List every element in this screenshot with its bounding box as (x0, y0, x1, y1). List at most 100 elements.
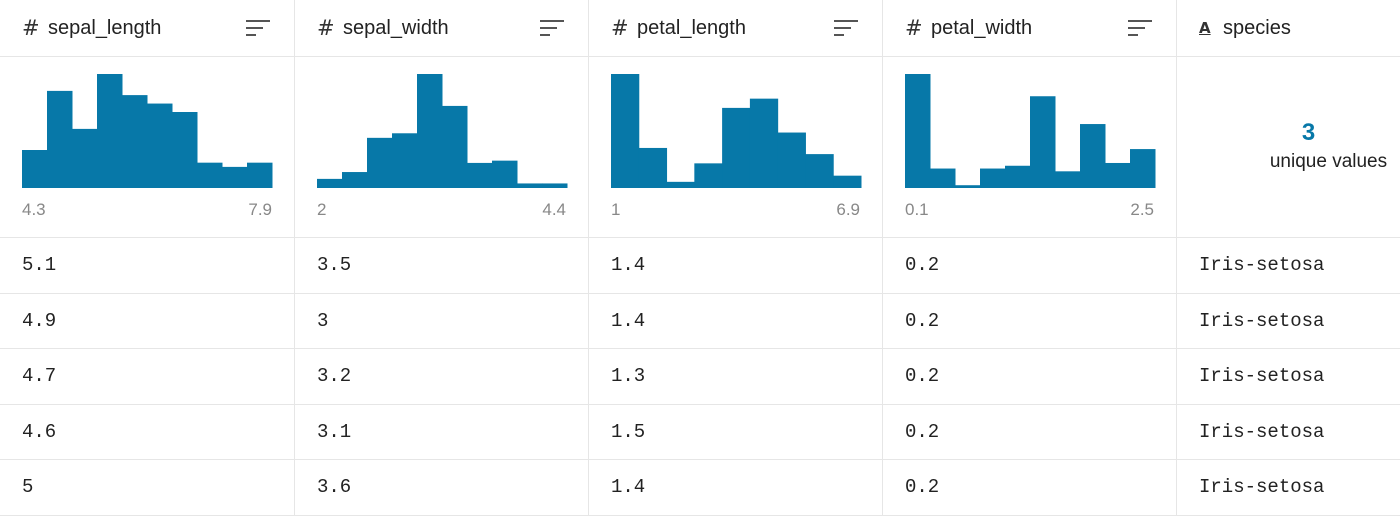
histogram-bar (222, 166, 248, 188)
histogram-bar (1005, 165, 1031, 188)
column-name: species (1223, 16, 1291, 39)
table-cell[interactable]: 1.4 (589, 293, 883, 348)
column-name: petal_length (637, 16, 746, 39)
table-cell[interactable]: 5 (0, 460, 295, 515)
histogram-bar (97, 74, 123, 188)
table-cell[interactable]: 3.6 (295, 460, 589, 515)
histogram-bar (517, 183, 543, 188)
text-type-icon: A (1199, 19, 1211, 37)
table-cell[interactable]: 3.5 (295, 238, 589, 293)
table-cell[interactable]: Iris-setosa (1199, 309, 1325, 332)
sort-icon[interactable] (1128, 20, 1152, 38)
numeric-type-icon: # (611, 16, 629, 40)
column-name: petal_width (931, 16, 1033, 39)
histogram-min-label: 0.1 (905, 200, 929, 219)
histogram-bar (22, 150, 48, 188)
sort-icon[interactable] (834, 20, 858, 38)
histogram-sepal-length: 4.3 7.9 (0, 57, 295, 237)
table-row[interactable]: 4.6 3.1 1.5 0.2 Iris-setosa (0, 404, 1400, 460)
column-name: sepal_length (48, 16, 162, 39)
histogram-bar (147, 103, 173, 188)
column-header-species[interactable]: A species (1177, 0, 1400, 56)
histogram-bar (805, 154, 834, 188)
table-cell[interactable]: 0.2 (883, 460, 1177, 515)
table-cell[interactable]: 3.1 (295, 404, 589, 459)
column-header-petal-width[interactable]: # petal_width (883, 0, 1177, 56)
histogram-max-label: 6.9 (836, 200, 860, 219)
table-cell[interactable]: 0.2 (883, 404, 1177, 459)
table-cell[interactable]: 4.6 (0, 404, 295, 459)
table-cell[interactable]: 0.2 (883, 349, 1177, 404)
histogram-bar (72, 128, 98, 188)
histogram-max-label: 2.5 (1130, 200, 1154, 219)
histogram-bar (833, 175, 862, 188)
histogram-bar (722, 107, 751, 188)
histogram-chart (317, 74, 568, 188)
histogram-bar (638, 147, 668, 188)
histogram-bar (197, 162, 223, 188)
table-row[interactable]: 4.7 3.2 1.3 0.2 Iris-setosa (0, 349, 1400, 405)
histogram-chart (611, 74, 862, 188)
column-header-petal-length[interactable]: # petal_length (589, 0, 883, 56)
histogram-bar (392, 133, 418, 188)
numeric-type-icon: # (22, 16, 40, 40)
histogram-bar (666, 181, 695, 188)
histogram-bar (172, 112, 198, 188)
table-cell[interactable]: 1.4 (589, 238, 883, 293)
histogram-max-label: 7.9 (248, 200, 272, 219)
table-row[interactable]: 4.9 3 1.4 0.2 Iris-setosa (0, 293, 1400, 349)
unique-values-box: 3 unique values (1177, 119, 1400, 173)
table-cell[interactable]: 4.7 (0, 349, 295, 404)
table-cell[interactable]: 1.5 (589, 404, 883, 459)
histogram-bar (611, 74, 640, 188)
histogram-bar (905, 74, 931, 188)
table-row[interactable]: 5 3.6 1.4 0.2 Iris-setosa (0, 460, 1400, 516)
table-header: # sepal_length # sepal_width # petal_len… (0, 0, 1400, 57)
histogram-min-label: 4.3 (22, 200, 46, 219)
histogram-bar (367, 137, 393, 188)
table-cell[interactable]: 1.4 (589, 460, 883, 515)
sort-icon[interactable] (246, 20, 270, 38)
table-row[interactable]: 5.1 3.5 1.4 0.2 Iris-setosa (0, 238, 1400, 294)
histogram-bar (980, 168, 1006, 188)
table-cell[interactable]: Iris-setosa (1199, 476, 1325, 499)
histogram-bar (492, 160, 518, 188)
histogram-petal-width: 0.1 2.5 (883, 57, 1177, 237)
histogram-bar (442, 105, 468, 188)
histogram-bar (1130, 149, 1156, 188)
table-cell[interactable]: Iris-setosa (1199, 254, 1325, 277)
histogram-bar (1055, 171, 1081, 188)
histogram-max-label: 4.4 (542, 200, 566, 219)
histogram-bar (749, 98, 779, 188)
histogram-bar (47, 90, 73, 188)
table-cell[interactable]: Iris-setosa (1199, 420, 1325, 443)
column-header-sepal-length[interactable]: # sepal_length (0, 0, 295, 56)
table-cell[interactable]: Iris-setosa (1199, 365, 1325, 388)
table-cell[interactable]: 3.2 (295, 349, 589, 404)
histogram-bar (247, 162, 273, 188)
column-header-sepal-width[interactable]: # sepal_width (295, 0, 589, 56)
sort-icon[interactable] (540, 20, 564, 38)
table-cell[interactable]: 4.9 (0, 293, 295, 348)
histogram-min-label: 1 (611, 200, 621, 219)
numeric-type-icon: # (317, 16, 335, 40)
table-cell[interactable]: 0.2 (883, 293, 1177, 348)
column-name: sepal_width (343, 16, 449, 39)
histogram-bar (1080, 124, 1106, 188)
histogram-bar (542, 183, 568, 188)
histogram-bar (342, 172, 368, 188)
histogram-bar (467, 162, 493, 188)
species-summary: 3 unique values (1177, 57, 1400, 237)
table-cell[interactable]: 5.1 (0, 238, 295, 293)
table-cell[interactable]: 1.3 (589, 349, 883, 404)
histogram-bar (777, 132, 806, 188)
histogram-bar (417, 74, 443, 188)
table-cell[interactable]: 0.2 (883, 238, 1177, 293)
histogram-chart (22, 74, 273, 188)
unique-label: unique values (1269, 151, 1388, 172)
column-summary-row: 4.3 7.9 2 4.4 1 6.9 0.1 2.5 3 unique val… (0, 57, 1400, 238)
histogram-petal-length: 1 6.9 (589, 57, 883, 237)
table-cell[interactable]: 3 (295, 293, 589, 348)
histogram-sepal-width: 2 4.4 (295, 57, 589, 237)
